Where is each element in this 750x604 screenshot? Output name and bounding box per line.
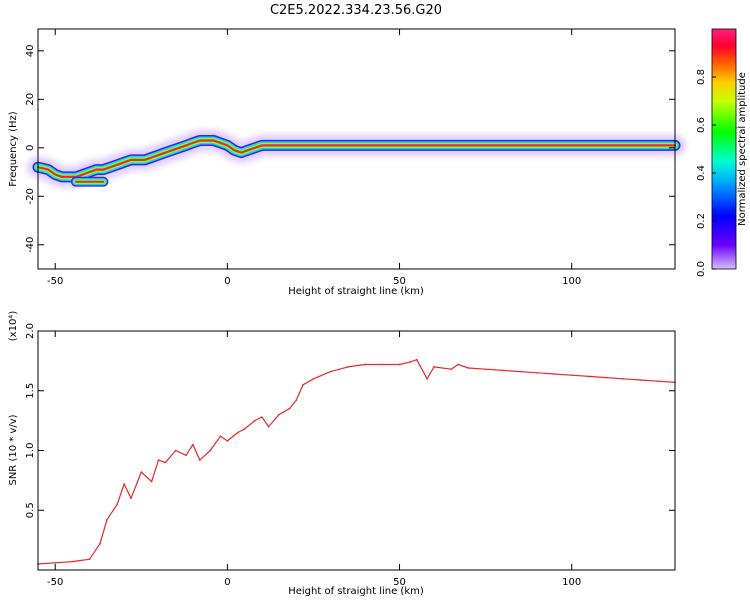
- spectrogram-ytick-label: 0: [25, 145, 36, 151]
- figure-title: C2E5.2022.334.23.56.G20: [270, 3, 442, 18]
- colorbar-label: Normalized spectral amplitude: [737, 72, 748, 226]
- snr-ytick-label: 2.0: [25, 323, 36, 339]
- snr-point: [261, 416, 263, 418]
- snr-xlabel: Height of straight line (km): [288, 586, 424, 597]
- spectrogram-xtick-label: 50: [393, 276, 406, 287]
- snr-point: [278, 413, 280, 416]
- snr-ytick-label: 1.5: [25, 383, 36, 399]
- spectrogram-xtick-label: 0: [224, 276, 230, 287]
- snr-point: [329, 370, 332, 373]
- colorbar-ticks: 0.0 0.2 0.4 0.6 0.8: [696, 69, 716, 277]
- snr-point: [553, 373, 556, 375]
- snr-point: [570, 374, 573, 377]
- snr-point: [88, 558, 91, 561]
- snr-point: [622, 378, 625, 380]
- snr-axes: -50 0 50 100 0.5 1.0 1.5 2.0: [25, 323, 675, 588]
- ridge-core: [36, 139, 677, 178]
- snr-point: [199, 459, 201, 461]
- colorbar-tick-label: 0.0: [696, 261, 707, 277]
- snr-xtick-label: -50: [47, 577, 63, 588]
- colorbar-gradient: [711, 28, 737, 270]
- snr-point: [302, 383, 304, 386]
- snr-xtick-label: 0: [224, 577, 230, 588]
- snr-point: [467, 367, 470, 369]
- snr-point: [174, 449, 177, 452]
- spectrogram-ylabel: Frequency (Hz): [8, 111, 19, 187]
- snr-line: [37, 359, 676, 565]
- snr-point: [71, 560, 74, 563]
- snr-plot-area: [38, 331, 675, 570]
- snr-point: [484, 368, 487, 371]
- snr-point: [605, 376, 607, 379]
- snr-point: [639, 379, 642, 381]
- snr-point: [588, 375, 590, 378]
- spectrogram-heat: [27, 129, 686, 192]
- snr-point: [457, 363, 459, 366]
- snr-point: [236, 431, 239, 434]
- snr-point: [364, 363, 366, 366]
- snr-point: [54, 562, 57, 564]
- spectrogram-ytick-label: -20: [25, 188, 36, 204]
- spectrogram-ytick-label: -40: [25, 237, 36, 253]
- snr-series: [37, 358, 676, 565]
- colorbar: 0.0 0.2 0.4 0.6 0.8 Normalized spectral ampl…: [696, 28, 748, 277]
- spectrogram-xtick-label: -50: [47, 276, 63, 287]
- colorbar-tick-label: 0.2: [696, 213, 707, 229]
- snr-frame: [37, 330, 676, 571]
- snr-point: [502, 369, 504, 372]
- snr-point: [267, 425, 270, 428]
- snr-point: [347, 366, 349, 368]
- spectrogram-xtick-label: 100: [562, 276, 581, 287]
- spectrogram-xlabel: Height of straight line (km): [288, 286, 424, 297]
- snr-point: [130, 497, 132, 500]
- snr-point: [116, 503, 118, 506]
- spectrogram-axes: -50 0 50 100 -40 -20 0 20 40: [25, 29, 675, 287]
- spectrogram-ytick-label: 40: [25, 44, 36, 57]
- snr-ytick-label: 0.5: [25, 502, 36, 518]
- snr-ytick-label: 1.0: [25, 443, 36, 459]
- snr-point: [398, 363, 401, 366]
- snr-point: [243, 428, 246, 430]
- snr-point: [123, 483, 125, 485]
- snr-xtick-label: 100: [562, 577, 581, 588]
- snr-point: [106, 519, 108, 521]
- spectrogram-panel: -50 0 50 100 -40 -20 0 20 40 Height of straight …: [8, 28, 686, 297]
- snr-point: [312, 378, 315, 380]
- snr-point: [295, 399, 298, 402]
- snr-point: [209, 449, 211, 452]
- snr-point: [426, 378, 428, 380]
- snr-point: [415, 358, 418, 361]
- colorbar-tick-label: 0.6: [696, 117, 707, 133]
- snr-point: [150, 480, 153, 483]
- snr-point: [409, 361, 411, 363]
- snr-y-multiplier: (x10⁴): [8, 311, 19, 342]
- snr-point: [99, 542, 101, 545]
- snr-point: [288, 407, 291, 410]
- snr-point: [381, 363, 384, 366]
- snr-point: [519, 370, 521, 373]
- snr-point: [226, 440, 229, 442]
- snr-point: [164, 461, 167, 464]
- snr-point: [185, 454, 187, 457]
- snr-point: [536, 372, 539, 374]
- colorbar-tick-label: 0.8: [696, 69, 707, 85]
- snr-xtick-label: 50: [393, 577, 406, 588]
- snr-point: [433, 366, 435, 368]
- snr-point: [192, 443, 194, 446]
- snr-point: [450, 368, 452, 371]
- spectrogram-ytick-label: 20: [25, 93, 36, 106]
- snr-panel: -50 0 50 100 0.5 1.0 1.5 2.0 Height of straight…: [8, 311, 676, 597]
- snr-point: [656, 380, 659, 382]
- snr-point: [254, 419, 256, 422]
- colorbar-tick-label: 0.4: [696, 165, 707, 181]
- snr-point: [219, 435, 222, 437]
- snr-point: [157, 459, 160, 461]
- snr-point: [140, 471, 143, 473]
- spectrogram-frame: [37, 28, 676, 270]
- snr-ylabel: SNR (10 * v/v): [8, 414, 19, 485]
